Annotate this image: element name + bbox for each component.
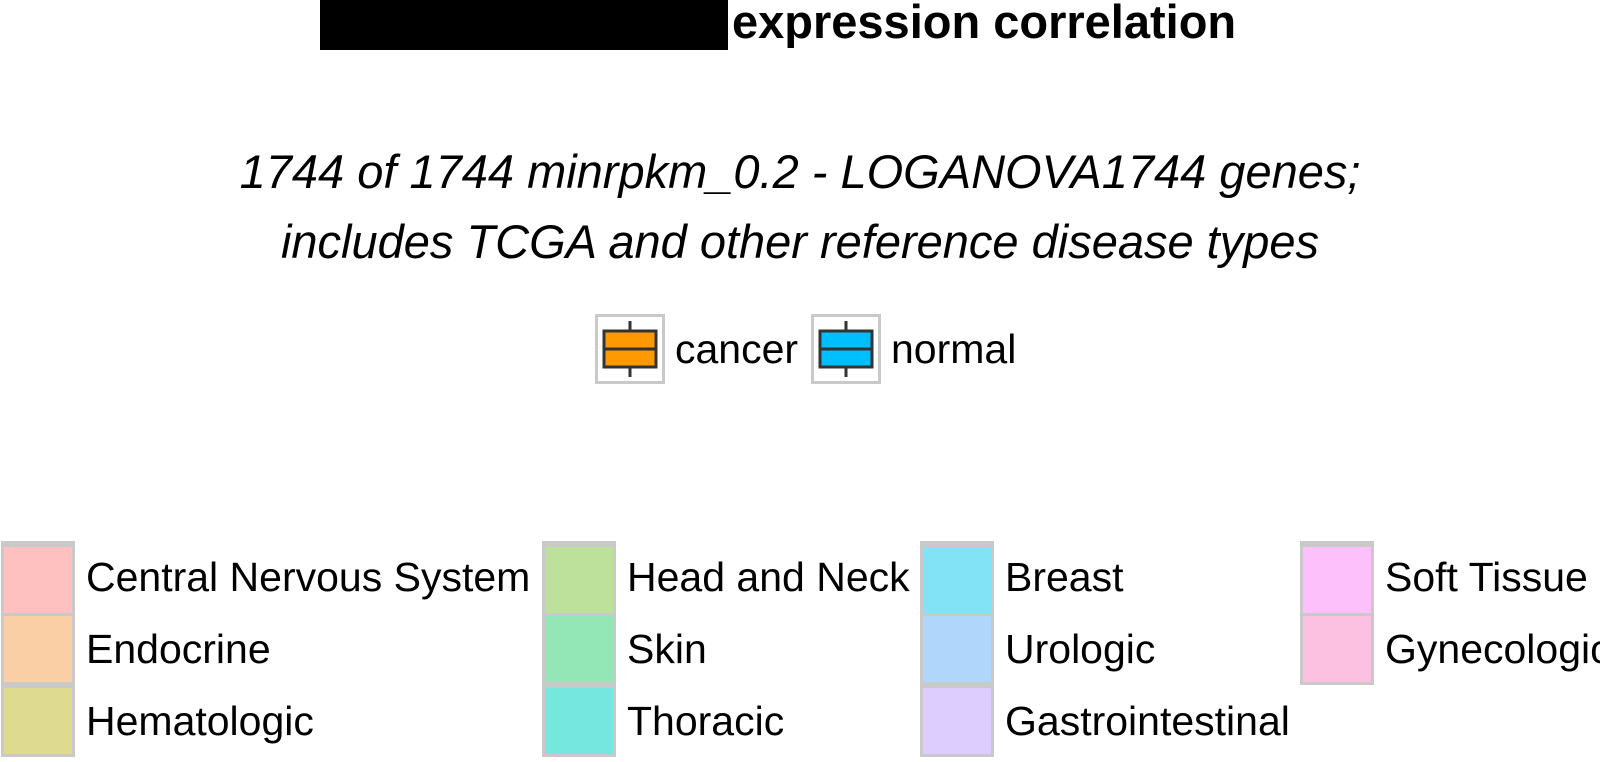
cancer-boxplot-key	[595, 314, 665, 384]
label-skin: Skin	[627, 626, 707, 672]
legend-label-normal: normal	[891, 326, 1017, 372]
swatch-head-and-neck	[545, 547, 613, 613]
label-endocrine: Endocrine	[86, 626, 271, 672]
category-urologic: Urologic	[920, 613, 1290, 685]
label-soft-tissue: Soft Tissue	[1385, 554, 1588, 600]
legend-item-cancer: cancer	[595, 314, 798, 384]
category-head-and-neck: Head and Neck	[542, 541, 910, 613]
category-gynecologic: Gynecologic	[1300, 613, 1600, 685]
swatch-gastrointestinal	[923, 688, 991, 754]
category-central-nervous-system: Central Nervous System	[1, 541, 530, 613]
subtitle-line-2: includes TCGA and other reference diseas…	[280, 215, 1320, 268]
category-thoracic: Thoracic	[542, 685, 910, 757]
subtitle-line-1: 1744 of 1744 minrpkm_0.2 - LOGANOVA1744 …	[239, 145, 1361, 198]
category-legend-column-4: Soft Tissue Gynecologic	[1300, 541, 1600, 685]
category-soft-tissue: Soft Tissue	[1300, 541, 1600, 613]
swatch-skin	[545, 616, 613, 682]
chart-title: expression correlation	[0, 0, 1600, 56]
legend-label-cancer: cancer	[675, 326, 799, 372]
category-endocrine: Endocrine	[1, 613, 530, 685]
label-breast: Breast	[1005, 554, 1124, 600]
category-hematologic: Hematologic	[1, 685, 530, 757]
swatch-gynecologic	[1303, 616, 1371, 682]
title-text: expression correlation	[732, 0, 1237, 48]
swatch-soft-tissue	[1303, 547, 1371, 613]
swatch-central-nervous-system	[4, 547, 72, 613]
label-thoracic: Thoracic	[627, 698, 785, 744]
category-gastrointestinal: Gastrointestinal	[920, 685, 1290, 757]
label-gynecologic: Gynecologic	[1385, 626, 1600, 672]
redacted-gene-name	[320, 0, 728, 50]
swatch-breast	[923, 547, 991, 613]
label-central-nervous-system: Central Nervous System	[86, 554, 531, 600]
label-head-and-neck: Head and Neck	[627, 554, 910, 600]
swatch-endocrine	[4, 616, 72, 682]
category-breast: Breast	[920, 541, 1290, 613]
normal-boxplot-key	[811, 314, 881, 384]
category-legend-column-1: Central Nervous System Endocrine Hematol…	[1, 541, 530, 757]
label-gastrointestinal: Gastrointestinal	[1005, 698, 1290, 744]
label-hematologic: Hematologic	[86, 698, 314, 744]
swatch-thoracic	[545, 688, 613, 754]
category-skin: Skin	[542, 613, 910, 685]
label-urologic: Urologic	[1005, 626, 1156, 672]
category-legend-column-2: Head and Neck Skin Thoracic	[542, 541, 910, 757]
category-legend-column-3: Breast Urologic Gastrointestinal	[920, 541, 1290, 757]
legend-item-normal: normal	[811, 314, 1016, 384]
swatch-hematologic	[4, 688, 72, 754]
swatch-urologic	[923, 616, 991, 682]
